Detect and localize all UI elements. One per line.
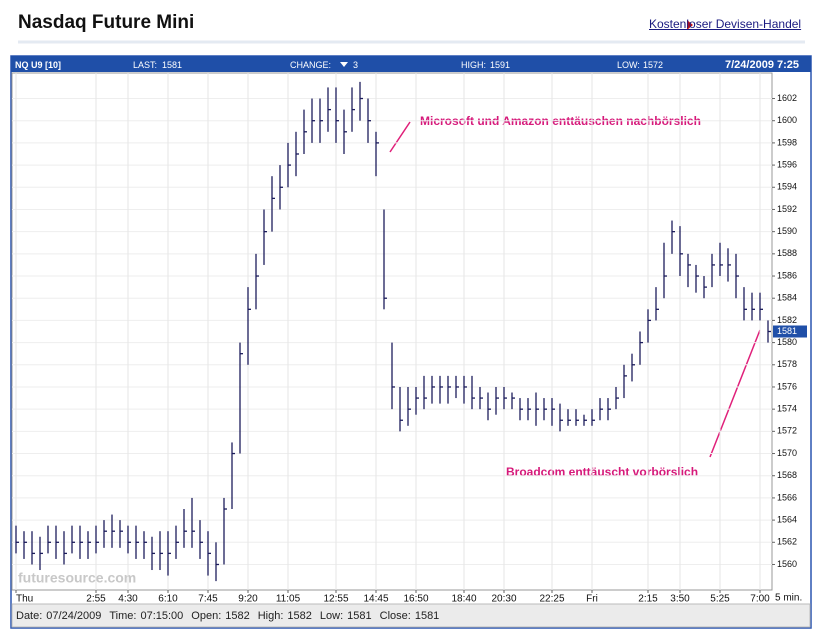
status-value: 07:15:00 — [140, 610, 184, 622]
y-tick-label: 1560 — [777, 559, 797, 569]
status-value: 1581 — [414, 610, 440, 622]
status-value: 1582 — [287, 610, 312, 622]
y-tick-label: 1566 — [777, 492, 797, 502]
interval-label: 5 min. — [775, 593, 802, 604]
low-value: 1572 — [643, 60, 664, 70]
annotation: Broadcom enttäuscht vorbörslich — [506, 465, 698, 479]
y-tick-label: 1568 — [777, 470, 797, 480]
status-label: Open: — [191, 610, 222, 622]
y-tick-label: 1576 — [777, 381, 797, 391]
y-tick-label: 1582 — [777, 315, 797, 325]
x-tick-label: 22:25 — [539, 594, 564, 605]
status-item: Close: 1581 — [380, 607, 440, 626]
status-label: Date: — [16, 610, 43, 622]
y-tick-label: 1598 — [777, 137, 797, 147]
x-tick-label: 12:55 — [323, 594, 348, 605]
status-label: High: — [257, 610, 284, 622]
y-tick-label: 1596 — [777, 159, 797, 169]
x-tick-label: 5:25 — [710, 594, 730, 605]
header-bar — [11, 56, 811, 72]
y-tick-label: 1594 — [777, 182, 797, 192]
status-item: High: 1582 — [258, 607, 312, 626]
x-tick-label: 18:40 — [451, 594, 476, 605]
datetime: 7/24/2009 7:25 — [725, 59, 800, 71]
high-label: HIGH: — [461, 60, 487, 70]
y-tick-label: 1574 — [777, 404, 797, 414]
footer-bar — [11, 603, 811, 628]
status-item: Open: 1582 — [191, 607, 249, 626]
x-tick-label: 7:00 — [750, 594, 770, 605]
status-label: Time: — [109, 610, 137, 622]
annotation-pointer — [389, 121, 411, 153]
high-value: 1591 — [490, 60, 511, 70]
x-tick-label: 2:15 — [638, 594, 658, 605]
y-tick-label: 1600 — [777, 115, 797, 125]
x-tick-label: 3:50 — [670, 594, 690, 605]
status-item: Time: 07:15:00 — [109, 607, 183, 626]
x-tick-label: 7:45 — [198, 594, 218, 605]
symbol: NQ U9 [10] — [15, 60, 62, 70]
y-tick-label: 1588 — [777, 248, 797, 258]
status-value: 1582 — [225, 610, 250, 622]
y-tick-label: 1586 — [777, 270, 797, 280]
status-item: Low: 1581 — [320, 607, 372, 626]
x-tick-label: 11:05 — [276, 594, 301, 605]
x-tick-label: 16:50 — [403, 594, 428, 605]
change-label: CHANGE: — [290, 60, 332, 70]
last-value: 1581 — [162, 60, 183, 70]
x-tick-label: 4:30 — [118, 594, 138, 605]
y-tick-label: 1584 — [777, 293, 797, 303]
y-tick-label: 1572 — [777, 426, 797, 436]
status-label: Low: — [319, 610, 344, 622]
status-value: 07/24/2009 — [46, 610, 102, 622]
last-label: LAST: — [133, 60, 158, 70]
y-tick-label: 1562 — [777, 537, 797, 547]
y-tick-label: 1570 — [777, 448, 797, 458]
last-price-label: 1581 — [777, 326, 797, 336]
link-arrow — [687, 20, 693, 30]
x-tick-label: 2:55 — [86, 594, 106, 605]
x-tick-label: Fri — [586, 594, 598, 605]
y-tick-label: 1578 — [777, 359, 797, 369]
promo-link[interactable]: Kostenloser Devisen-Handel — [649, 17, 802, 31]
change-down-arrow — [340, 62, 348, 67]
y-tick-label: 1580 — [777, 337, 797, 347]
status-item: Date: 07/24/2009 — [16, 607, 101, 626]
page-title: Nasdaq Future Mini — [18, 12, 195, 33]
status-label: Close: — [379, 610, 411, 622]
y-tick-label: 1602 — [777, 93, 797, 103]
x-tick-label: 20:30 — [491, 594, 516, 605]
status-value: 1581 — [347, 610, 372, 622]
x-tick-label: 14:45 — [363, 594, 388, 605]
y-tick-label: 1592 — [777, 204, 797, 214]
y-tick-label: 1564 — [777, 514, 797, 524]
x-tick-label: 6:10 — [158, 594, 178, 605]
x-tick-label: Thu — [16, 594, 33, 605]
plot-area — [11, 72, 773, 591]
y-tick-label: 1590 — [777, 226, 797, 236]
status-line: Date: 07/24/2009 Time: 07:15:00 Open: 1582 Hig… — [12, 607, 809, 626]
watermark: futuresource.com — [18, 570, 136, 586]
annotation-pointer — [709, 329, 761, 458]
last-price-box — [773, 325, 807, 338]
change-value: 3 — [353, 60, 359, 70]
x-tick-label: 9:20 — [238, 594, 258, 605]
low-label: LOW: — [617, 60, 640, 70]
